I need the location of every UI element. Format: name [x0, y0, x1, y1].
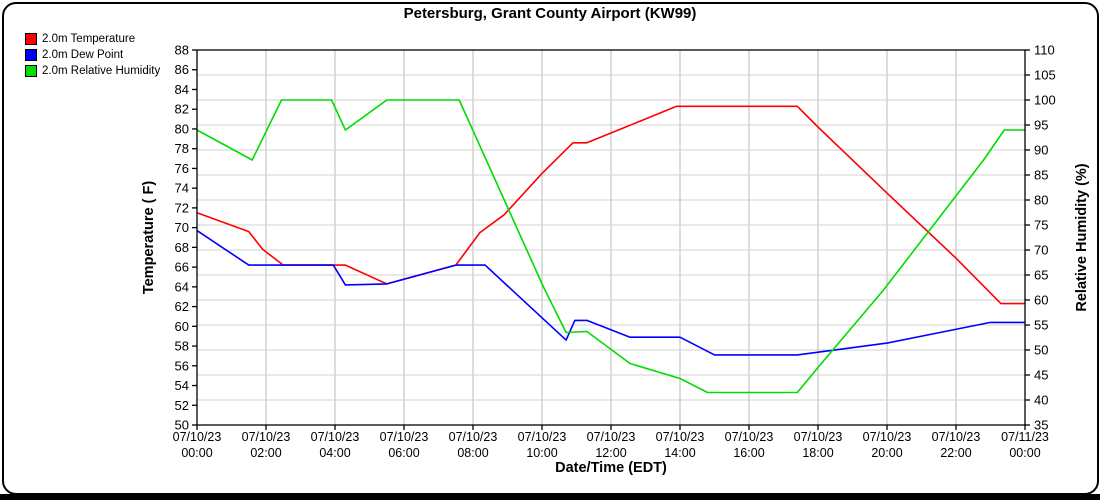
x-tick-label: 06:00 — [388, 446, 419, 460]
legend-swatch-icon — [25, 65, 37, 77]
x-tick-label: 07/10/23 — [173, 430, 222, 444]
legend-item-humidity: 2.0m Relative Humidity — [25, 63, 160, 79]
legend-swatch-icon — [25, 49, 37, 61]
x-tick-label: 07/10/23 — [380, 430, 429, 444]
y-left-tick-label: 52 — [175, 398, 189, 413]
y-right-tick-label: 65 — [1034, 268, 1048, 283]
y-right-tick-label: 105 — [1034, 68, 1056, 83]
x-tick-label: 07/10/23 — [518, 430, 567, 444]
legend-swatch-icon — [25, 33, 37, 45]
x-tick-label: 08:00 — [457, 446, 488, 460]
y-right-tick-label: 60 — [1034, 293, 1048, 308]
x-tick-label: 00:00 — [1009, 446, 1040, 460]
y-left-tick-label: 80 — [175, 121, 189, 136]
dew-point-line — [196, 229, 1025, 356]
y-right-tick-label: 90 — [1034, 143, 1048, 158]
y-left-tick-label: 76 — [175, 161, 189, 176]
y-left-tick-label: 54 — [175, 378, 189, 393]
legend-label: 2.0m Temperature — [42, 33, 136, 45]
x-tick-label: 07/10/23 — [656, 430, 705, 444]
x-tick-label: 20:00 — [871, 446, 902, 460]
y-left-tick-label: 84 — [175, 82, 189, 97]
y-right-tick-label: 110 — [1034, 43, 1055, 58]
legend-label: 2.0m Dew Point — [42, 49, 124, 61]
y-left-tick-label: 86 — [175, 62, 189, 77]
x-tick-label: 18:00 — [802, 446, 833, 460]
legend: 2.0m Temperature 2.0m Dew Point 2.0m Relat… — [25, 31, 160, 79]
y-right-tick-label: 95 — [1034, 118, 1048, 133]
y-right-tick-label: 40 — [1034, 393, 1048, 408]
y-right-tick-label: 45 — [1034, 368, 1048, 383]
x-tick-label: 02:00 — [250, 446, 281, 460]
y-left-tick-label: 68 — [175, 240, 189, 255]
y-left-tick-label: 78 — [175, 141, 189, 156]
x-tick-label: 07/10/23 — [242, 430, 291, 444]
y-right-tick-label: 55 — [1034, 318, 1048, 333]
x-tick-label: 07/10/23 — [794, 430, 843, 444]
humidity-line — [196, 99, 1025, 394]
y-right-tick-label: 80 — [1034, 193, 1048, 208]
y-left-tick-label: 60 — [175, 319, 189, 334]
y-right-tick-label: 35 — [1034, 418, 1048, 433]
x-tick-label: 12:00 — [595, 446, 626, 460]
y-left-tick-label: 70 — [175, 220, 189, 235]
y-left-tick-label: 62 — [175, 299, 189, 314]
y-right-tick-label: 85 — [1034, 168, 1048, 183]
y-left-tick-label: 72 — [175, 200, 189, 215]
y-left-tick-label: 50 — [175, 418, 189, 433]
y-left-tick-label: 66 — [175, 260, 189, 275]
y-right-tick-label: 50 — [1034, 343, 1048, 358]
y-right-tick-label: 75 — [1034, 218, 1048, 233]
window-bottom-edge — [0, 494, 1100, 500]
x-tick-label: 16:00 — [733, 446, 764, 460]
chart-title: Petersburg, Grant County Airport (KW99) — [403, 5, 697, 22]
x-tick-label: 07/10/23 — [932, 430, 981, 444]
axes — [192, 49, 1030, 430]
y-right-tick-label: 100 — [1034, 93, 1056, 108]
x-tick-label: 04:00 — [319, 446, 350, 460]
y-right-tick-label: 70 — [1034, 243, 1048, 258]
y-left-axis-title: Temperature ( F) — [141, 181, 157, 295]
y-left-tick-label: 58 — [175, 339, 189, 354]
x-tick-label: 22:00 — [940, 446, 971, 460]
y-left-tick-label: 56 — [175, 358, 189, 373]
y-right-axis-title: Relative Humidity (%) — [1074, 163, 1090, 311]
y-left-tick-label: 82 — [175, 102, 189, 117]
y-left-tick-label: 64 — [175, 279, 189, 294]
data-series — [196, 99, 1025, 394]
x-tick-label: 07/10/23 — [863, 430, 912, 444]
y-left-tick-label: 74 — [175, 181, 189, 196]
tick-labels: 50 52 54 56 58 60 62 64 66 68 70 72 74 76 78 80 82 84 86 88… — [173, 43, 1056, 461]
x-tick-label: 10:00 — [526, 446, 557, 460]
x-axis-title: Date/Time (EDT) — [555, 460, 667, 476]
x-tick-label: 07/10/23 — [449, 430, 498, 444]
x-tick-label: 00:00 — [181, 446, 212, 460]
legend-label: 2.0m Relative Humidity — [42, 65, 161, 77]
legend-item-temperature: 2.0m Temperature — [25, 31, 160, 47]
x-tick-label: 14:00 — [664, 446, 695, 460]
x-tick-label: 07/10/23 — [587, 430, 636, 444]
x-tick-label: 07/11/23 — [1001, 430, 1049, 444]
grid-lines — [197, 50, 1025, 425]
x-tick-label: 07/10/23 — [725, 430, 774, 444]
legend-item-dew-point: 2.0m Dew Point — [25, 47, 160, 63]
y-left-tick-label: 88 — [175, 43, 189, 58]
x-tick-label: 07/10/23 — [311, 430, 360, 444]
